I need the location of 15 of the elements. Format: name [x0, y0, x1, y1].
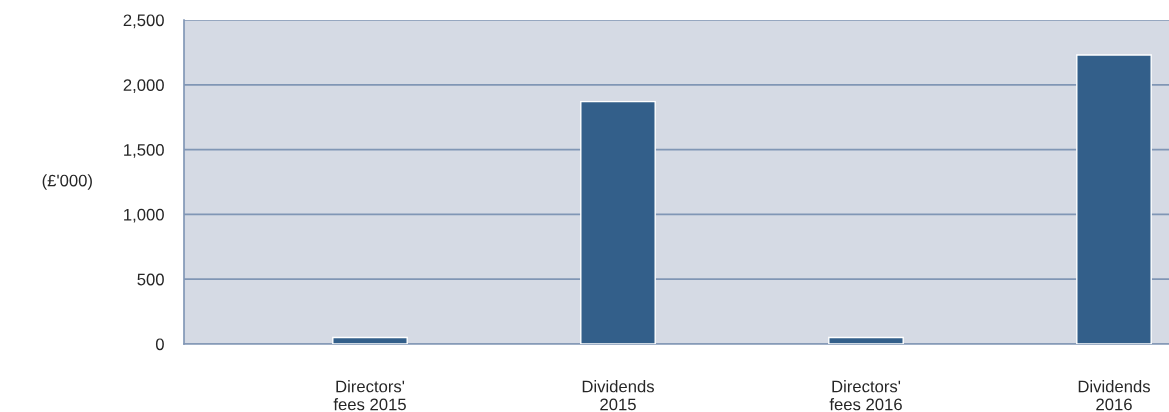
y-tick-label: 2,000 [123, 79, 164, 93]
bar [828, 336, 904, 344]
y-tick-label: 1,000 [124, 208, 164, 223]
x-tick-label: Dividends 2015 [582, 380, 654, 411]
y-tick-label: 2,500 [123, 14, 164, 29]
y-tick-label: 500 [137, 273, 164, 286]
x-tick-label: Directors' fees 2015 [333, 380, 406, 411]
bar [580, 100, 656, 344]
y-tick-label: 0 [155, 338, 164, 351]
x-tick-label: Dividends 2016 [1078, 380, 1150, 411]
bar [1076, 54, 1152, 344]
x-tick-label: Directors' fees 2016 [829, 380, 902, 411]
y-axis-title: (£'000) [42, 174, 92, 190]
bar [332, 336, 408, 344]
y-tick-label: 1,500 [124, 144, 164, 158]
